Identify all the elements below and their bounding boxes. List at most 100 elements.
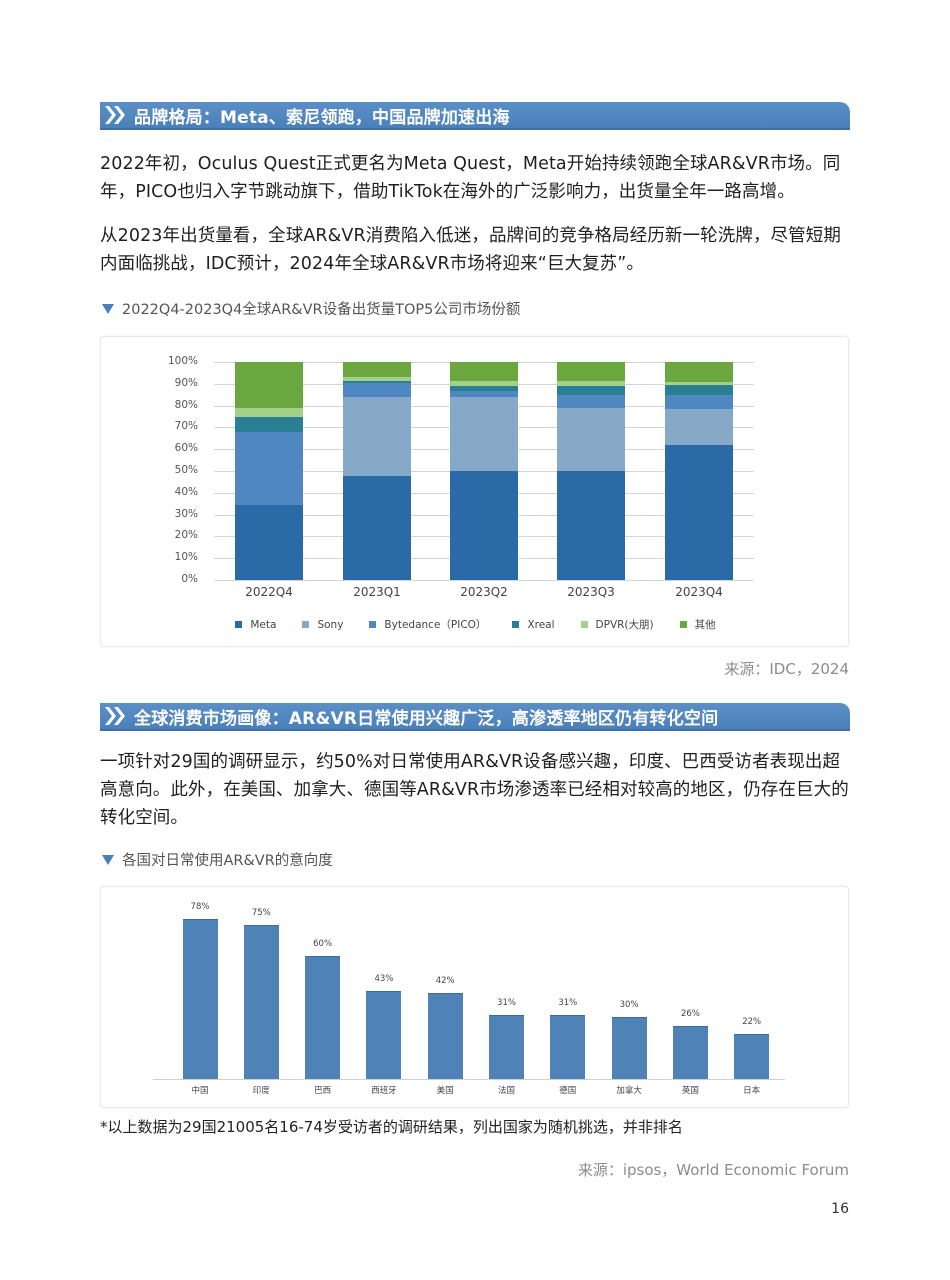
stacked-bar-chart-market-share: 0% 10% 20% 30% 40% 50% 60% 70% 80% 90% 100% 2022Q4 2…	[100, 336, 849, 647]
source-ipsos-wef: 来源：ipsos，World Economic Forum	[577, 1161, 849, 1179]
bar-segment	[665, 408, 733, 445]
x-tick-label: 美国	[436, 1086, 454, 1096]
legend-item: Meta	[235, 617, 276, 632]
legend-swatch-icon	[679, 621, 687, 628]
legend-swatch-icon	[512, 621, 520, 628]
bar-法国	[489, 1015, 524, 1079]
x-tick-label: 中国	[191, 1086, 209, 1096]
bar-segment	[557, 394, 625, 408]
y-tick-label: 50%	[174, 464, 198, 476]
data-label: 43%	[374, 973, 394, 984]
bar-segment	[557, 407, 625, 471]
legend-item: Sony	[302, 617, 343, 632]
y-tick-label: 100%	[167, 355, 198, 367]
legend-swatch-icon	[580, 621, 588, 628]
bar-chart-country-interest: 78% 中国 75% 印度 60% 巴西 43% 西班牙 42% 美国 31% 法国 31% 德国 30% 加…	[100, 886, 849, 1108]
legend-label: Meta	[250, 618, 277, 631]
y-tick-label: 0%	[181, 573, 198, 585]
y-tick-label: 90%	[174, 376, 198, 389]
paragraph-29-country-survey: 一项针对29国的调研显示，约50%对日常使用AR&VR设备感兴趣，印度、巴西受访…	[100, 752, 849, 828]
data-label: 26%	[680, 1008, 700, 1019]
bar-segment	[343, 377, 411, 381]
section-header-brand-landscape: 品牌格局：Meta、索尼领跑，中国品牌加速出海	[100, 102, 850, 130]
stacked-bar-2023Q4	[665, 362, 733, 580]
bar-segment	[235, 431, 303, 505]
x-tick-label: 巴西	[314, 1086, 332, 1096]
bar-segment	[557, 362, 625, 381]
paragraph-2023-shipments: 从2023年出货量看，全球AR&VR消费陷入低迷，品牌间的竞争格局经历新一轮洗牌…	[100, 226, 841, 274]
bar-segment	[235, 407, 303, 417]
bar-印度	[243, 925, 279, 1079]
bar-segment	[665, 394, 733, 409]
bar-segment	[450, 362, 518, 381]
bar-segment	[235, 362, 303, 408]
bar-segment	[665, 384, 733, 395]
y-tick-label: 10%	[174, 551, 198, 564]
double-chevron-right-icon	[100, 101, 130, 129]
bar-segment	[343, 396, 411, 477]
data-label: 42%	[435, 975, 455, 986]
y-tick-label: 20%	[174, 529, 198, 542]
bar-segment	[557, 471, 625, 580]
data-label: 60%	[313, 938, 333, 949]
x-tick-label: 德国	[559, 1086, 577, 1096]
y-tick-label: 30%	[174, 507, 198, 520]
x-tick-label: 加拿大	[616, 1086, 642, 1096]
x-tick-label: 印度	[252, 1086, 270, 1096]
stacked-bar-2023Q1	[343, 362, 411, 580]
page-number: 16	[831, 1201, 849, 1217]
x-tick-label: 日本	[743, 1086, 761, 1096]
x-tick-label: 2023Q4	[675, 585, 723, 599]
bar-segment	[343, 476, 411, 580]
stacked-bar-2023Q3	[557, 362, 625, 580]
bar-巴西	[305, 955, 341, 1079]
legend-label: 其他	[694, 619, 716, 631]
caption-text: 各国对日常使用AR&VR的意向度	[122, 853, 333, 869]
double-chevron-right-icon	[100, 702, 130, 730]
data-label: 30%	[619, 1000, 639, 1011]
x-tick-label: 2023Q2	[460, 585, 508, 599]
bar-segment	[235, 504, 303, 580]
bar-segment	[557, 385, 625, 395]
bar-segment	[665, 444, 733, 580]
x-tick-label: 法国	[497, 1086, 515, 1096]
bar-加拿大	[611, 1017, 647, 1079]
bar-segment	[450, 380, 518, 387]
triangle-down-icon	[102, 303, 114, 314]
paragraph-meta-quest: 2022年初，Oculus Quest正式更名为Meta Quest，Meta开…	[100, 154, 841, 202]
y-tick-label: 80%	[174, 398, 198, 411]
data-label: 31%	[497, 998, 516, 1009]
bar-segment	[235, 416, 303, 432]
data-label: 31%	[558, 998, 578, 1009]
section-title: 全球消费市场画像：AR&VR日常使用兴趣广泛，高渗透率地区仍有转化空间	[134, 708, 719, 729]
legend-label: Xreal	[527, 618, 555, 631]
chart-legend: Meta Sony Bytedance（PICO） Xreal DPVR(大朋) 其他	[101, 617, 850, 632]
triangle-down-icon	[102, 854, 114, 865]
legend-swatch-icon	[302, 621, 310, 628]
x-tick-label: 西班牙	[371, 1086, 397, 1096]
x-tick-label: 英国	[681, 1086, 699, 1096]
section-title: 品牌格局：Meta、索尼领跑，中国品牌加速出海	[134, 107, 510, 128]
bar-美国	[427, 992, 463, 1079]
x-tick-label: 2023Q1	[353, 585, 401, 599]
chart-caption-market-share: 2022Q4-2023Q4全球AR&VR设备出货量TOP5公司市场份额	[100, 298, 520, 319]
x-axis-line	[153, 1079, 785, 1080]
grid-line	[214, 580, 754, 581]
bar-segment	[665, 362, 733, 382]
y-tick-label: 60%	[174, 442, 198, 455]
data-label: 22%	[742, 1016, 762, 1027]
data-label: 78%	[190, 902, 210, 912]
bar-日本	[734, 1033, 770, 1079]
bar-segment	[450, 396, 518, 471]
data-label: 75%	[251, 908, 271, 919]
y-tick-label: 40%	[174, 485, 198, 498]
bar-segment	[450, 391, 518, 397]
stacked-bar-2023Q2	[450, 362, 518, 580]
footnote: *以上数据为29国21005名16-74岁受访者的调研结果，列出国家为随机挑选，…	[100, 1118, 683, 1136]
legend-swatch-icon	[235, 621, 243, 628]
bar-中国	[182, 919, 218, 1079]
legend-label: Sony	[317, 618, 344, 631]
legend-item: 其他	[679, 617, 716, 632]
x-tick-label: 2023Q3	[567, 585, 615, 599]
legend-item: DPVR(大朋)	[580, 617, 654, 632]
